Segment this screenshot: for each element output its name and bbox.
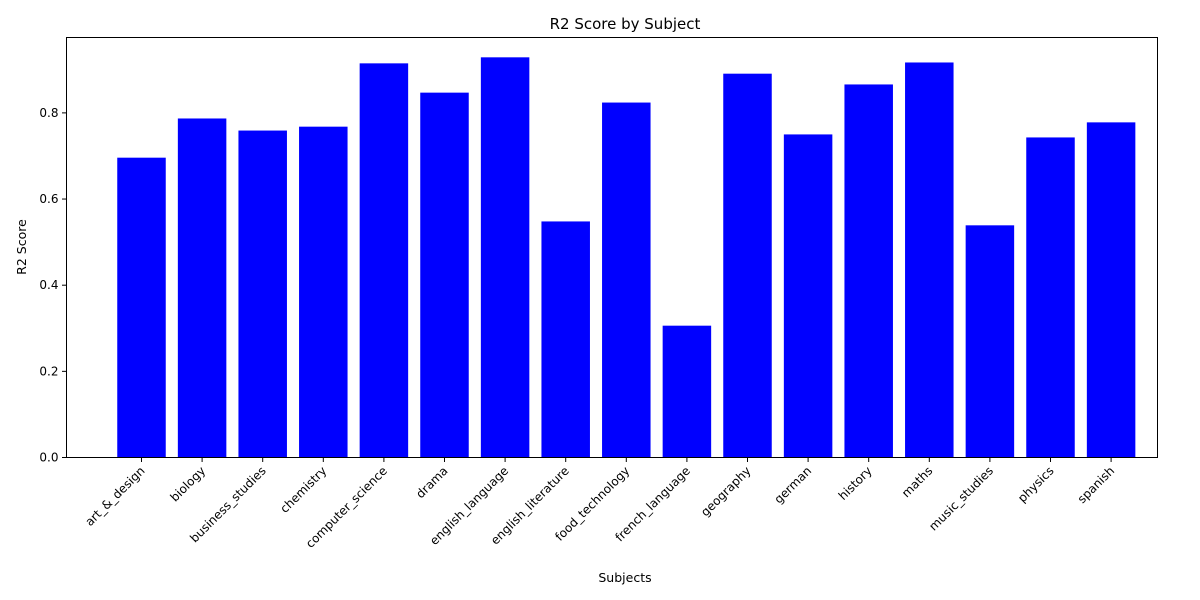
bar-physics (1026, 137, 1075, 458)
bar-business_studies (238, 130, 287, 458)
chart-title: R2 Score by Subject (550, 15, 701, 33)
x-axis-label: Subjects (598, 570, 651, 585)
bar-german (783, 134, 833, 458)
bars-group (117, 57, 1136, 458)
bar-english_language (480, 57, 530, 458)
y-tick-label: 0.0 (39, 451, 58, 465)
bar-music_studies (965, 225, 1015, 458)
bar-computer_science (359, 63, 409, 458)
x-tick-label: history (836, 464, 875, 503)
x-tick-label: spanish (1075, 464, 1117, 506)
y-axis-ticks: 0.0 0.2 0.4 0.6 0.8 (39, 106, 67, 465)
x-tick-label: german (772, 464, 815, 507)
bar-biology (177, 118, 227, 458)
y-tick-label: 0.4 (39, 278, 58, 292)
bar-maths (905, 62, 954, 458)
bar-spanish (1086, 122, 1136, 458)
bar-art_&_design (117, 157, 166, 458)
x-tick-label: art_&_design (82, 464, 147, 529)
x-tick-label: physics (1015, 464, 1057, 506)
x-tick-label: biology (167, 464, 208, 505)
bar-chemistry (299, 126, 348, 458)
y-tick-label: 0.2 (39, 364, 58, 378)
bar-geography (723, 73, 772, 458)
x-tick-label: music_studies (926, 464, 996, 534)
y-axis-label: R2 Score (14, 219, 29, 275)
x-tick-label: geography (698, 464, 754, 520)
y-tick-label: 0.6 (39, 192, 58, 206)
x-tick-label: drama (413, 464, 450, 501)
y-tick-label: 0.8 (39, 106, 58, 120)
x-tick-label: maths (899, 464, 935, 500)
bar-drama (420, 92, 469, 458)
bar-history (844, 84, 893, 458)
bar-food_technology (602, 102, 651, 458)
plot-frame (66, 37, 1158, 458)
bar-french_language (662, 325, 712, 458)
bar-english_literature (541, 221, 590, 458)
x-tick-label: chemistry (277, 464, 329, 516)
